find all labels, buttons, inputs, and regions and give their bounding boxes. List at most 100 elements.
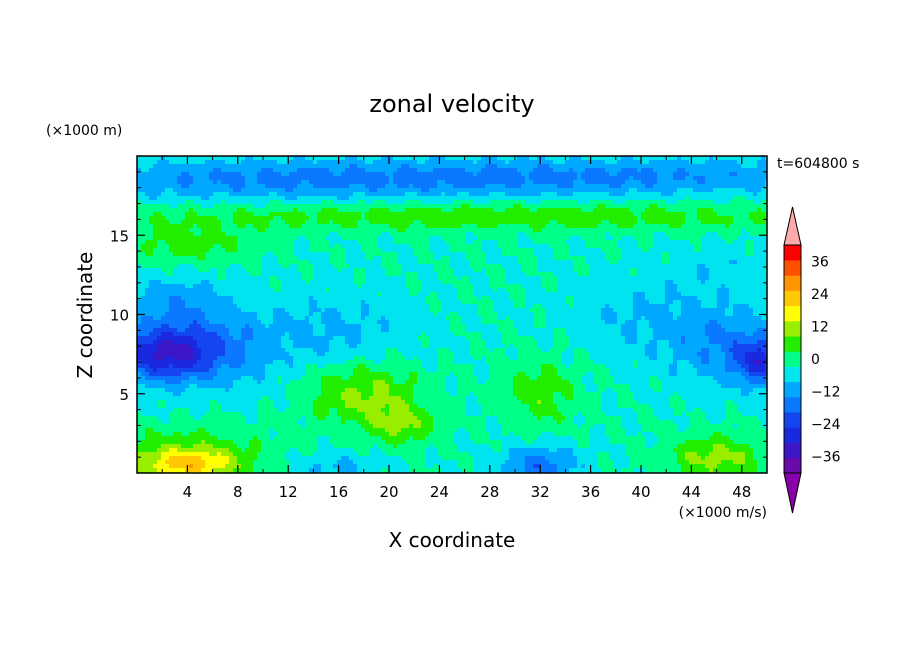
field-cell — [709, 244, 714, 249]
field-cell — [513, 264, 518, 269]
field-cell — [485, 204, 490, 209]
field-cell — [637, 164, 642, 169]
field-cell — [417, 168, 422, 173]
field-cell — [713, 240, 718, 245]
field-cell — [165, 180, 170, 185]
field-cell — [509, 188, 514, 193]
field-cell — [629, 260, 634, 265]
field-cell — [745, 236, 750, 241]
field-cell — [401, 180, 406, 185]
field-cell — [673, 272, 678, 277]
field-cell — [325, 224, 330, 229]
field-cell — [625, 192, 630, 197]
field-cell — [329, 244, 334, 249]
field-cell — [337, 228, 342, 233]
field-cell — [177, 208, 182, 213]
field-cell — [521, 252, 526, 257]
field-cell — [313, 220, 318, 225]
field-cell — [541, 228, 546, 233]
field-cell — [393, 204, 398, 209]
field-cell — [481, 188, 486, 193]
field-cell — [553, 264, 558, 269]
field-cell — [545, 168, 550, 173]
field-cell — [517, 216, 522, 221]
field-cell — [577, 216, 582, 221]
field-cell — [621, 232, 626, 237]
field-cell — [605, 184, 610, 189]
field-cell — [421, 244, 426, 249]
field-cell — [641, 264, 646, 269]
field-cell — [601, 228, 606, 233]
field-cell — [445, 228, 450, 233]
field-cell — [677, 212, 682, 217]
field-cell — [433, 188, 438, 193]
field-cell — [761, 252, 766, 257]
field-cell — [445, 200, 450, 205]
field-cell — [397, 220, 402, 225]
field-cell — [705, 228, 710, 233]
field-cell — [409, 236, 414, 241]
field-cell — [281, 268, 286, 273]
field-cell — [669, 252, 674, 257]
field-cell — [585, 192, 590, 197]
field-cell — [765, 168, 767, 173]
field-cell — [357, 188, 362, 193]
field-cell — [725, 208, 730, 213]
field-cell — [581, 264, 586, 269]
field-cell — [525, 240, 530, 245]
field-cell — [741, 220, 746, 225]
field-cell — [545, 272, 550, 277]
field-cell — [597, 168, 602, 173]
field-cell — [185, 204, 190, 209]
field-cell — [441, 216, 446, 221]
field-cell — [421, 208, 426, 213]
field-cell — [165, 172, 170, 177]
field-cell — [333, 180, 338, 185]
field-cell — [641, 172, 646, 177]
field-cell — [449, 204, 454, 209]
field-cell — [301, 280, 306, 285]
field-cell — [481, 268, 486, 273]
field-cell — [341, 196, 346, 201]
field-cell — [397, 244, 402, 249]
field-cell — [561, 236, 566, 241]
field-cell — [649, 228, 654, 233]
field-cell — [397, 252, 402, 257]
field-cell — [329, 192, 334, 197]
field-cell — [325, 156, 330, 161]
field-cell — [181, 240, 186, 245]
field-cell — [761, 160, 766, 165]
field-cell — [681, 220, 686, 225]
field-cell — [549, 156, 554, 161]
field-cell — [661, 168, 666, 173]
field-cell — [393, 236, 398, 241]
field-cell — [429, 180, 434, 185]
field-cell — [401, 220, 406, 225]
field-cell — [657, 156, 662, 161]
field-cell — [277, 216, 282, 221]
field-cell — [161, 252, 166, 257]
field-cell — [233, 212, 238, 217]
field-cell — [685, 260, 690, 265]
field-cell — [369, 192, 374, 197]
field-cell — [749, 180, 754, 185]
field-cell — [213, 200, 218, 205]
field-cell — [297, 212, 302, 217]
field-cell — [553, 180, 558, 185]
field-cell — [305, 184, 310, 189]
field-cell — [449, 272, 454, 277]
field-cell — [561, 192, 566, 197]
field-cell — [641, 196, 646, 201]
field-cell — [237, 216, 242, 221]
field-cell — [321, 164, 326, 169]
field-cell — [641, 256, 646, 261]
field-cell — [357, 220, 362, 225]
field-cell — [481, 176, 486, 181]
field-cell — [197, 240, 202, 245]
field-cell — [281, 180, 286, 185]
field-cell — [537, 200, 542, 205]
field-cell — [653, 252, 658, 257]
field-cell — [245, 260, 250, 265]
field-cell — [621, 216, 626, 221]
field-cell — [305, 208, 310, 213]
